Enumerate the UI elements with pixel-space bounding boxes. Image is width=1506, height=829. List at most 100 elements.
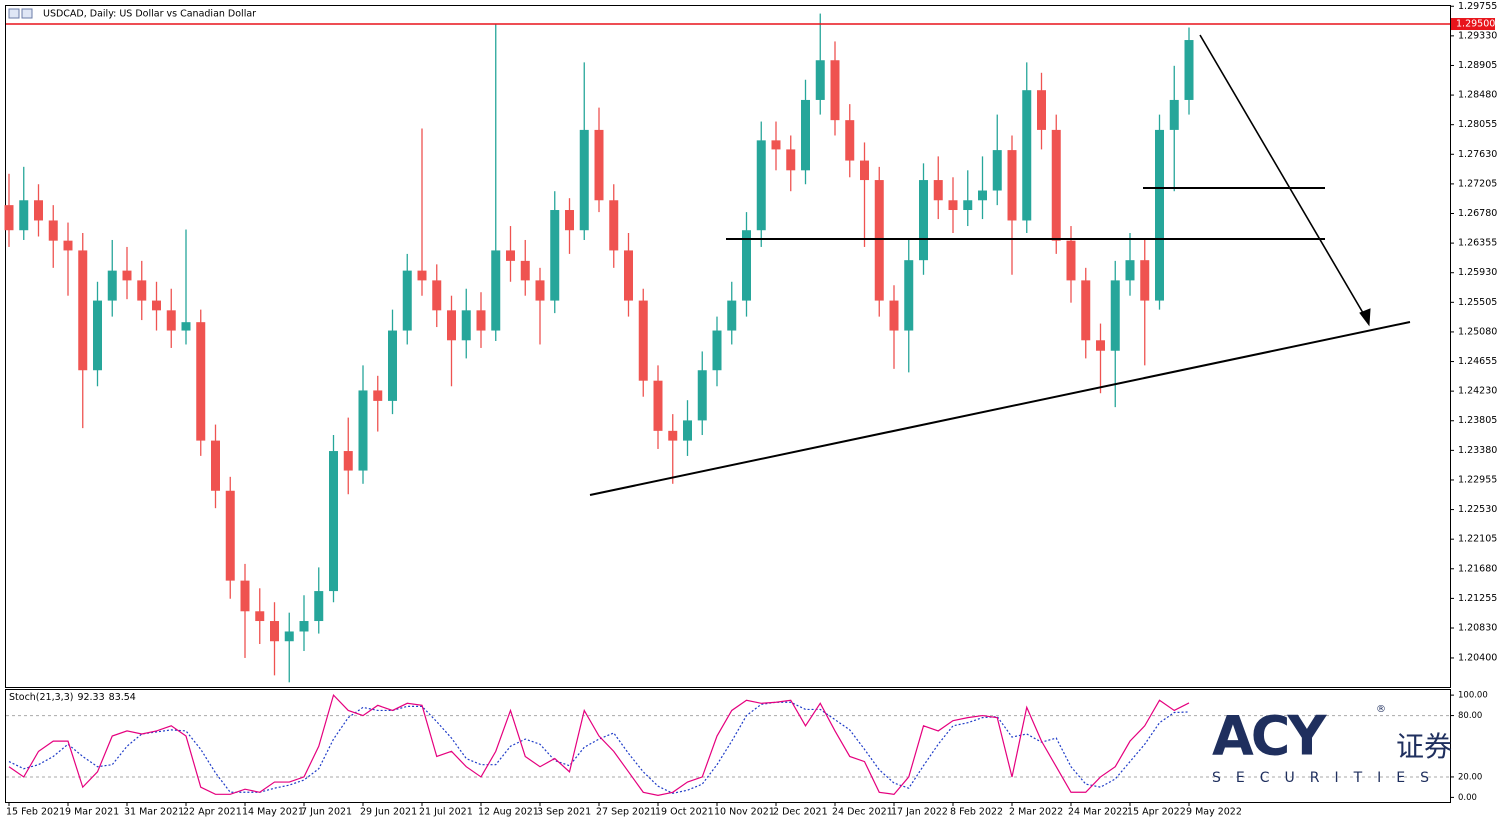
- y-tick-label: 1.22530: [1458, 504, 1497, 515]
- x-tick-label: 27 Sep 2021: [596, 807, 656, 818]
- y-tick-label: 1.25080: [1458, 326, 1497, 337]
- x-tick-label: 19 Oct 2021: [655, 807, 714, 818]
- x-tick-label: 22 Apr 2021: [183, 807, 242, 818]
- candle-body: [520, 260, 530, 281]
- annotations: [589, 34, 1411, 496]
- indicator-name: Stoch(21,3,3): [9, 692, 73, 703]
- stoch-k-line: [8, 693, 1190, 796]
- logo-cn: 证券: [1396, 730, 1452, 763]
- logo-sub: SECURITIES: [1212, 770, 1444, 786]
- icon: [8, 8, 20, 19]
- logo: ACY ® 证券 SECURITIES: [1212, 704, 1452, 786]
- x-tick-label: 3 Sep 2021: [537, 807, 591, 818]
- header-icon: [8, 8, 33, 19]
- candle-body: [329, 451, 338, 592]
- candle-body: [63, 240, 73, 251]
- candle-body: [284, 631, 294, 642]
- candle-body: [240, 580, 250, 612]
- candle-body: [402, 270, 412, 331]
- y-tick-label: 1.27205: [1458, 178, 1497, 189]
- y-tick-label: 1.24230: [1458, 386, 1497, 397]
- candle-body: [1022, 90, 1032, 221]
- logo-name: ACY: [1212, 705, 1327, 768]
- y-tick-label: 1.28480: [1458, 90, 1497, 101]
- indicator-k: 92.33: [77, 692, 104, 703]
- candle-body: [388, 330, 397, 401]
- candle-body: [34, 200, 43, 221]
- x-tick-label: 10 Nov 2021: [714, 807, 775, 818]
- level-label: 1.29500: [1456, 19, 1495, 30]
- arrow-head: [1359, 308, 1371, 327]
- candle-body: [992, 150, 1002, 191]
- candle-body: [1096, 340, 1105, 351]
- candle-body: [771, 140, 781, 150]
- x-tick-label: 24 Mar 2022: [1068, 807, 1128, 818]
- candle-body: [196, 322, 206, 441]
- candle-body: [270, 621, 279, 642]
- y-tick-label: 1.23380: [1458, 445, 1497, 456]
- y-tick-label: 1.28055: [1458, 119, 1497, 130]
- candle-body: [594, 129, 604, 201]
- y-tick-label: 1.26780: [1458, 208, 1497, 219]
- candle-body: [432, 280, 442, 311]
- candle-body: [742, 230, 751, 301]
- y-tick-label: 1.26355: [1458, 238, 1497, 249]
- y-tick-label: 1.22105: [1458, 534, 1497, 545]
- candle-body: [166, 310, 176, 331]
- indicator-tick-label: 0.00: [1458, 793, 1477, 803]
- chart-title: USDCAD, Daily: US Dollar vs Canadian Dol…: [43, 9, 256, 20]
- indicator-tick-label: 80.00: [1458, 711, 1482, 721]
- candle-body: [299, 621, 309, 632]
- candle-body: [78, 250, 88, 371]
- candle-body: [1051, 129, 1061, 241]
- candle-body: [1066, 240, 1076, 281]
- candle-body: [904, 260, 914, 331]
- indicator-label: Stoch(21,3,3) 92.33 83.54: [9, 692, 136, 703]
- x-tick-label: 24 Dec 2021: [832, 807, 893, 818]
- logo-mark: ®: [1376, 704, 1386, 715]
- candle-body: [491, 250, 501, 331]
- x-tick-label: 2 Dec 2021: [773, 807, 828, 818]
- candle-body: [181, 322, 191, 331]
- x-tick-label: 15 Feb 2021: [6, 807, 65, 818]
- candle-body: [683, 420, 692, 441]
- y-tick-label: 1.20830: [1458, 622, 1497, 633]
- x-tick-label: 2 Mar 2022: [1009, 807, 1063, 818]
- x-tick-label: 9 May 2022: [1186, 807, 1242, 818]
- candle-body: [653, 380, 663, 431]
- candle-body: [550, 210, 560, 301]
- candle-body: [417, 270, 427, 281]
- candle-body: [815, 60, 825, 100]
- plot: 1.29755 1.29330 1.28905 1.28480 1.28055 1.276…: [4, 1, 1497, 818]
- arrow: [1199, 34, 1367, 319]
- candle-body: [830, 60, 840, 121]
- x-tick-label: 12 Aug 2021: [478, 807, 539, 818]
- level-label-box: [1451, 18, 1495, 31]
- candle-body: [874, 180, 884, 301]
- candle-body: [93, 300, 102, 371]
- candle-body: [801, 99, 810, 171]
- indicator-d: 83.54: [109, 692, 136, 703]
- candle-body: [137, 280, 147, 301]
- x-tick-label: 7 Jun 2021: [301, 807, 352, 818]
- y-tick-label: 1.25505: [1458, 297, 1497, 308]
- candle-body: [845, 120, 855, 161]
- candle-body: [506, 250, 515, 261]
- x-tick-label: 21 Jul 2021: [419, 807, 473, 818]
- candle-body: [343, 451, 353, 471]
- y-tick-label: 1.27630: [1458, 149, 1497, 160]
- candle-body: [756, 140, 766, 231]
- candle-body: [933, 180, 943, 201]
- candle-body: [565, 210, 574, 231]
- x-tick-label: 9 Mar 2021: [65, 807, 119, 818]
- candle-body: [948, 200, 958, 211]
- candle-body: [1110, 280, 1120, 351]
- candle-body: [461, 310, 471, 341]
- candle-body: [919, 180, 928, 261]
- y-tick-label: 1.24655: [1458, 356, 1497, 367]
- candle-body: [638, 300, 648, 381]
- indicator-tick-label: 100.00: [1458, 691, 1488, 701]
- candle-body: [727, 300, 737, 331]
- y-tick-label: 1.25930: [1458, 267, 1497, 278]
